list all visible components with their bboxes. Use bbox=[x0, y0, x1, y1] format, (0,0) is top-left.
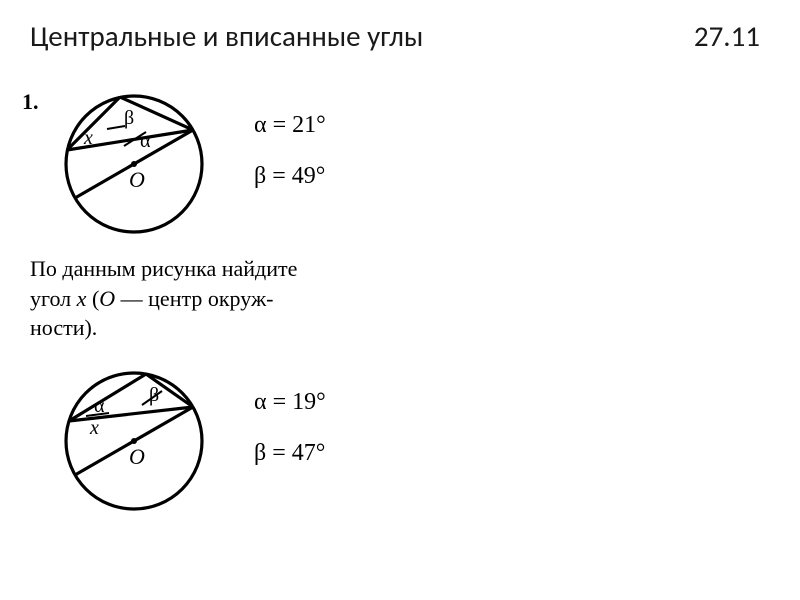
content-area: 1. O x β α α = 21° β = 49° По данным bbox=[0, 64, 800, 521]
x-label: x bbox=[83, 127, 93, 149]
circle-diagram-1: O x β α bbox=[54, 84, 214, 244]
x-label: x bbox=[89, 417, 99, 439]
alpha-value-1: α = 21° bbox=[254, 112, 326, 139]
center-label: O bbox=[129, 167, 145, 192]
beta-symbol: β bbox=[124, 107, 134, 129]
problem-2-row: O x α β α = 19° β = 47° bbox=[30, 361, 770, 521]
angle-values-2: α = 19° β = 47° bbox=[254, 389, 326, 491]
alpha-value-2: α = 19° bbox=[254, 389, 326, 416]
page-header: Центральные и вписанные углы 27.11 bbox=[0, 0, 800, 64]
circle-diagram-2: O x α β bbox=[54, 361, 214, 521]
problem-1-row: 1. O x β α α = 21° β = 49° bbox=[30, 84, 770, 244]
beta-value-1: β = 49° bbox=[254, 163, 326, 190]
figure-2: O x α β bbox=[54, 361, 214, 521]
text-line-2a: угол bbox=[30, 286, 77, 311]
page-title: Центральные и вписанные углы bbox=[30, 18, 423, 54]
text-line-3: ности). bbox=[30, 315, 97, 340]
text-line-2c: — центр окруж- bbox=[115, 286, 273, 311]
text-line-1: По данным рисунка найдите bbox=[30, 256, 297, 281]
center-label: O bbox=[129, 444, 145, 469]
page-date: 27.11 bbox=[694, 18, 760, 54]
problem-number: 1. bbox=[22, 89, 39, 115]
figure-1: O x β α bbox=[54, 84, 214, 244]
problem-text: По данным рисунка найдите угол x (O — це… bbox=[30, 254, 430, 343]
text-line-2b: ( bbox=[86, 286, 99, 311]
angle-values-1: α = 21° β = 49° bbox=[254, 112, 326, 214]
var-x: x bbox=[77, 286, 87, 311]
beta-value-2: β = 47° bbox=[254, 440, 326, 467]
var-O: O bbox=[99, 286, 115, 311]
beta-divider bbox=[107, 126, 125, 129]
